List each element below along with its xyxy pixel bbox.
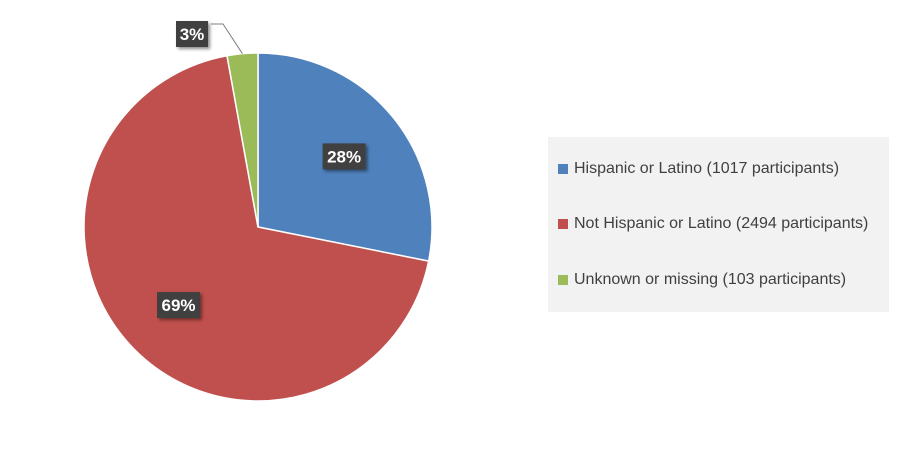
pie-slice-unknown [226, 52, 259, 228]
legend-swatch-hispanic [558, 164, 568, 174]
data-label-text-not-hispanic: 69% [162, 296, 196, 315]
data-labels: 28% 69% 3% [157, 21, 366, 319]
legend-swatch-not-hispanic [558, 219, 568, 229]
legend-item-hispanic: Hispanic or Latino (1017 participants) [558, 158, 839, 180]
data-label-unknown: 3% [176, 21, 208, 47]
legend-item-unknown: Unknown or missing (103 participants) [558, 269, 846, 291]
data-label-box-unknown [176, 21, 208, 47]
data-label-hispanic: 28% [322, 143, 366, 170]
legend-label-unknown: Unknown or missing (103 participants) [574, 271, 847, 288]
data-label-text-hispanic: 28% [327, 147, 361, 166]
pie-slices [83, 52, 433, 402]
data-label-text-unknown: 3% [180, 25, 205, 44]
legend: Hispanic or Latino (1017 participants) N… [548, 137, 889, 312]
legend-label-hispanic: Hispanic or Latino (1017 participants) [574, 160, 840, 177]
data-label-box-hispanic [322, 143, 366, 170]
leader-lines [211, 23, 243, 54]
data-label-box-not-hispanic [157, 292, 201, 319]
data-label-not-hispanic: 69% [157, 292, 201, 319]
legend-item-not-hispanic: Not Hispanic or Latino (2494 participant… [558, 213, 868, 235]
leader-line-unknown [211, 23, 243, 54]
legend-swatch-unknown [558, 275, 568, 285]
legend-label-not-hispanic: Not Hispanic or Latino (2494 participant… [574, 215, 869, 232]
